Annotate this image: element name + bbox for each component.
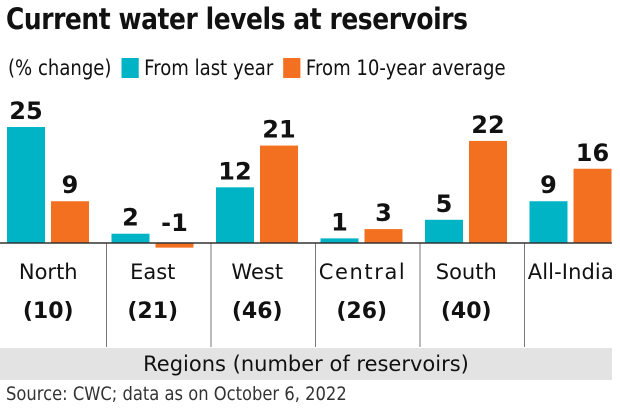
data-label: 12 — [218, 157, 251, 185]
x-tick-label: North — [19, 260, 78, 284]
x-tick-label: West — [231, 260, 283, 284]
data-label: 2 — [122, 204, 139, 232]
x-tick-count: (26) — [336, 299, 387, 324]
source-note: Source: CWC; data as on October 6, 2022 — [6, 383, 347, 405]
bar-north-1 — [51, 201, 89, 243]
bar-west-0 — [216, 187, 254, 243]
x-tick-label: Central — [319, 260, 405, 284]
bar-west-1 — [260, 145, 298, 243]
x-tick-label: East — [130, 260, 175, 284]
x-tick-count: (46) — [232, 299, 283, 324]
data-label: 9 — [540, 171, 557, 199]
x-tick-count: (10) — [23, 299, 74, 324]
legend-label-last-year: From last year — [144, 56, 274, 80]
legend-swatch-last-year — [121, 58, 139, 78]
legend: (% change) From last year From 10-year a… — [8, 56, 506, 80]
data-label: 21 — [262, 116, 295, 144]
bar-central-0 — [320, 238, 359, 243]
legend-label-10yr-avg: From 10-year average — [305, 56, 506, 80]
x-tick-count: (21) — [127, 299, 178, 324]
unit-label: (% change) — [8, 56, 112, 80]
bar-north-0 — [7, 127, 45, 243]
data-label: 22 — [471, 111, 504, 139]
x-axis-title: Regions (number of reservoirs) — [0, 348, 612, 380]
data-label: 9 — [62, 171, 79, 199]
data-label: -1 — [161, 209, 188, 237]
x-tick-label: South — [436, 260, 497, 284]
chart-title: Current water levels at reservoirs — [6, 2, 468, 36]
bar-all-india-0 — [529, 201, 568, 243]
legend-swatch-10yr-avg — [283, 58, 301, 78]
data-label: 5 — [436, 190, 453, 218]
x-tick-label: All-India — [528, 260, 614, 284]
data-label: 25 — [9, 97, 42, 125]
data-label: 16 — [576, 139, 609, 167]
x-tick-count: (40) — [441, 299, 492, 324]
data-label: 1 — [331, 208, 348, 236]
bar-central-1 — [364, 229, 403, 243]
bar-south-0 — [425, 219, 463, 243]
bar-south-1 — [469, 140, 507, 243]
bar-all-india-1 — [573, 168, 612, 243]
bar-east-0 — [111, 233, 150, 243]
bar-east-1 — [155, 243, 194, 248]
data-label: 3 — [375, 199, 392, 227]
